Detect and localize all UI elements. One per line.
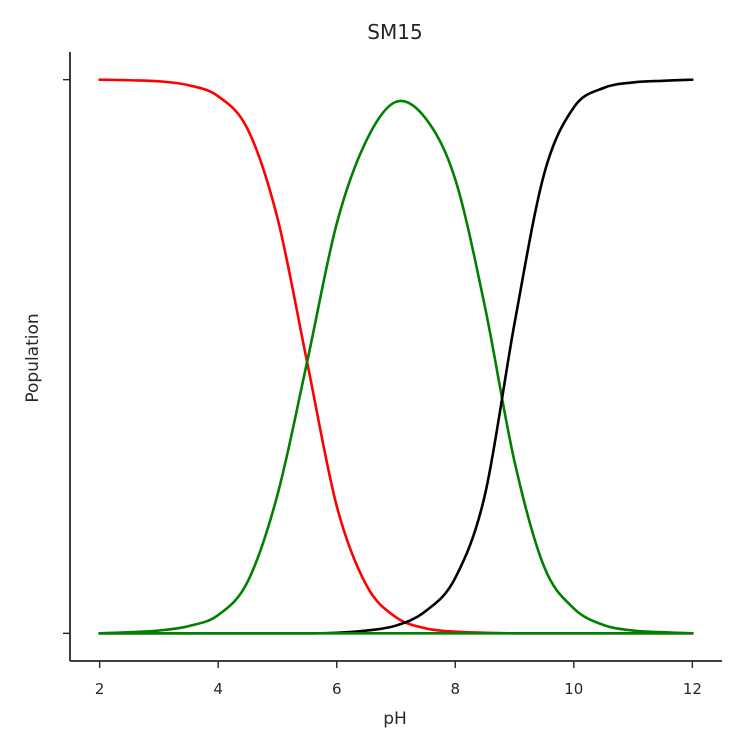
x-tick-label: 12 bbox=[683, 680, 702, 698]
chart-title: SM15 bbox=[367, 20, 422, 44]
x-tick-label: 10 bbox=[564, 680, 583, 698]
plot-area: 2 4 6 8 10 12 bbox=[63, 52, 722, 698]
series-line-1 bbox=[98, 78, 694, 635]
x-tick-label: 2 bbox=[95, 680, 105, 698]
series-group bbox=[98, 78, 694, 635]
x-axis-title: pH bbox=[383, 709, 407, 729]
x-tick-label: 8 bbox=[450, 680, 460, 698]
y-axis-title: Population bbox=[23, 313, 43, 402]
series-line-2 bbox=[98, 99, 694, 635]
x-ticks: 2 4 6 8 10 12 bbox=[95, 661, 702, 698]
series-line-3 bbox=[98, 78, 694, 635]
x-tick-label: 6 bbox=[332, 680, 342, 698]
y-ticks bbox=[63, 78, 70, 635]
x-tick-label: 4 bbox=[213, 680, 223, 698]
